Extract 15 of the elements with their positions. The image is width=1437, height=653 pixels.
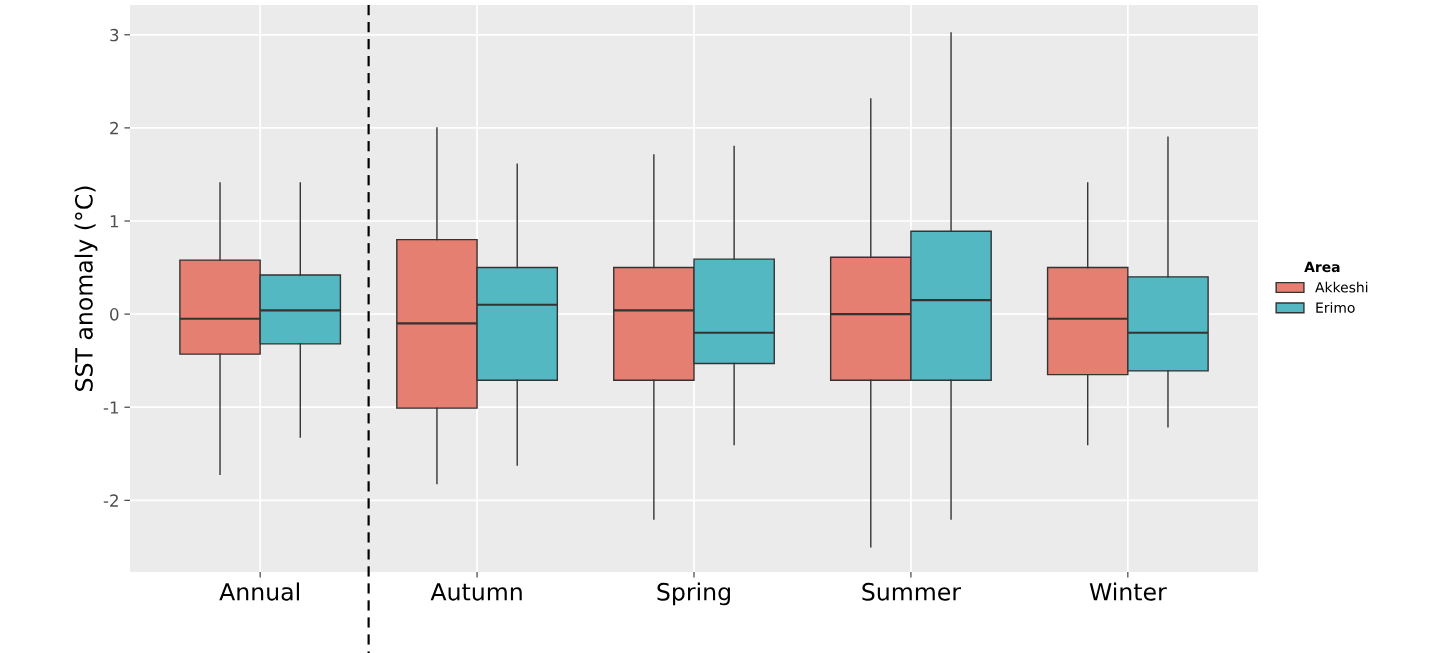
y-tick-label: -1 bbox=[103, 401, 119, 414]
legend-title: Area bbox=[1304, 261, 1340, 273]
x-tick-label: Spring bbox=[657, 582, 730, 606]
y-tick-label: 0 bbox=[110, 308, 119, 321]
y-tick-label: 1 bbox=[110, 215, 119, 228]
x-tick-label: Winter bbox=[1089, 582, 1167, 601]
legend-label: Erimo bbox=[1316, 302, 1355, 313]
x-tick-label: Annual bbox=[219, 582, 299, 601]
y-axis-title: SST anomaly (°C) bbox=[74, 186, 98, 391]
x-tick-label: Summer bbox=[862, 582, 962, 601]
y-tick-label: 3 bbox=[110, 28, 119, 42]
y-tick-label: 2 bbox=[110, 121, 118, 135]
legend-label: Akkeshi bbox=[1315, 281, 1368, 293]
x-tick-label: Autumn bbox=[430, 583, 522, 601]
y-tick-label: -2 bbox=[103, 494, 118, 507]
